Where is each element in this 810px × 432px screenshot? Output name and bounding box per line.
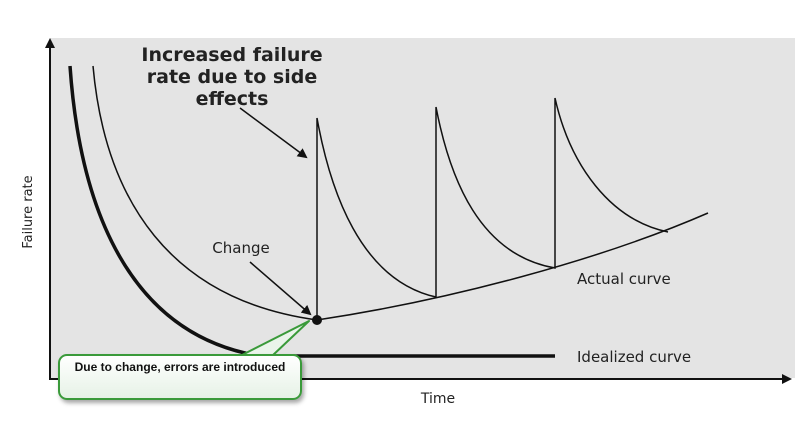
side-effects-arrow xyxy=(239,107,308,159)
change-callout: Due to change, errors are introduced xyxy=(58,354,302,400)
actual-curve xyxy=(92,65,669,321)
side-effects-label-line-3: effects xyxy=(196,88,269,110)
idealized-curve-label: Idealized curve xyxy=(577,348,691,366)
plot-background xyxy=(50,38,795,378)
side-effects-label-line-1: Increased failure xyxy=(141,44,322,66)
side-effects-label-line-2: rate due to side xyxy=(147,66,317,88)
change-label: Change xyxy=(212,239,269,257)
actual-curve-label: Actual curve xyxy=(577,270,671,288)
change-arrow xyxy=(249,261,312,316)
callout-text: Due to change, errors are introduced xyxy=(74,360,286,374)
x-axis-label: Time xyxy=(420,391,455,407)
y-axis-label: Failure rate xyxy=(21,175,36,248)
actual-curve-baseline xyxy=(316,212,709,321)
idealized-curve xyxy=(68,65,555,358)
change-point-marker xyxy=(312,315,322,325)
